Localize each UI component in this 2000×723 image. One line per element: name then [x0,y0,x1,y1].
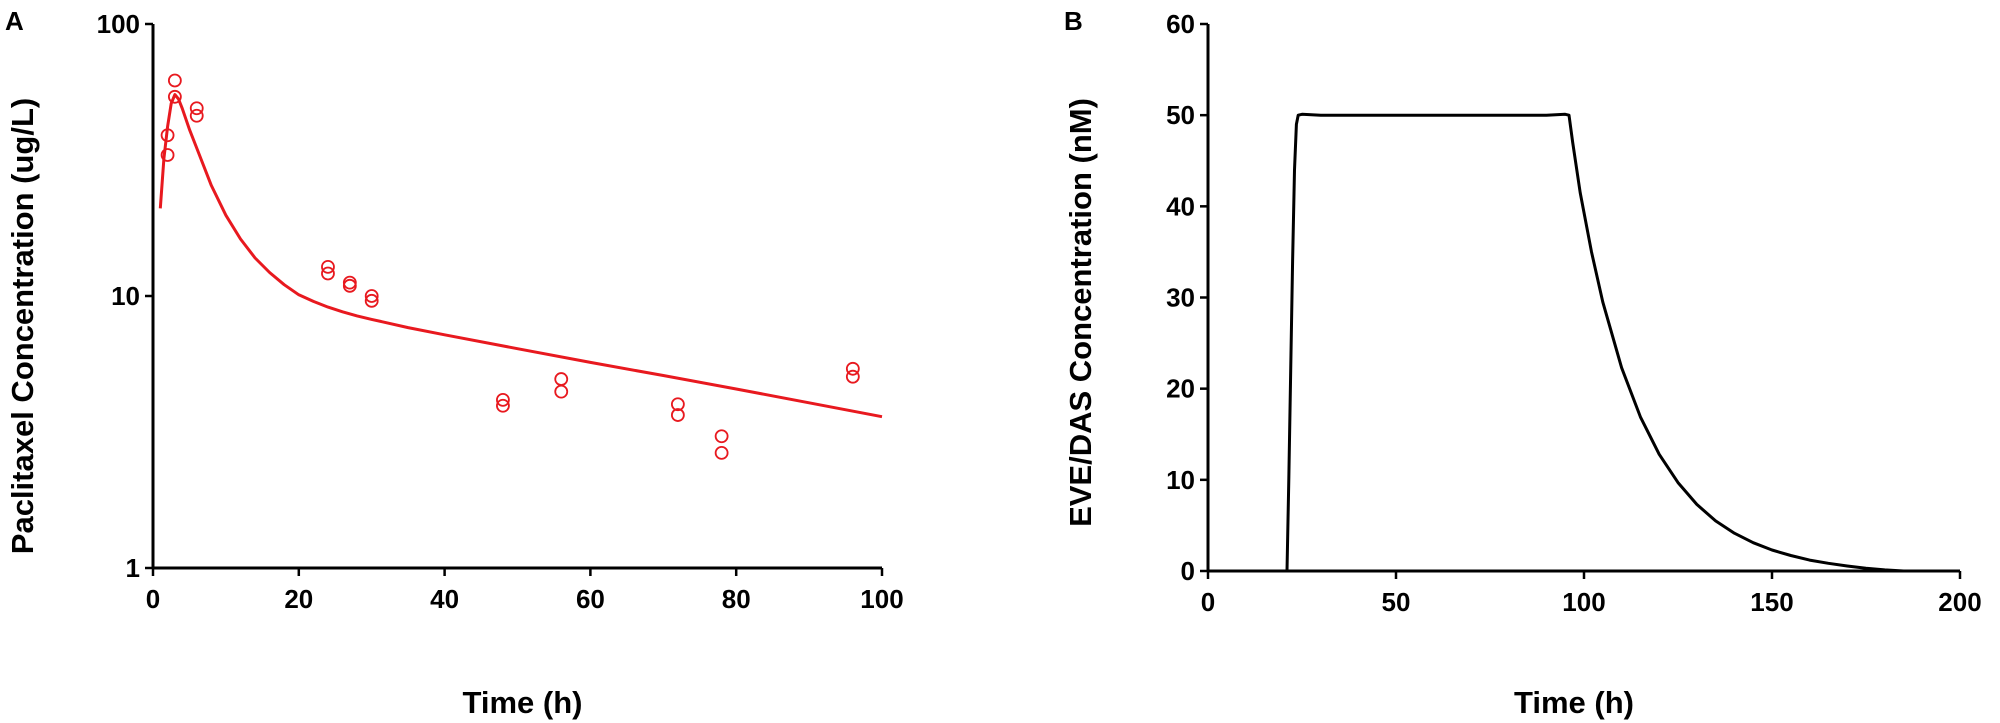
observed-point [160,148,175,162]
observed-point [845,369,860,384]
observed-point [167,73,182,88]
y-tick-label: 30 [1166,283,1195,313]
y-tick-label: 60 [1166,9,1195,39]
x-tick-label: 100 [1562,587,1605,617]
concentration-line [1285,112,1904,573]
y-axis-title: Paclitaxel Concentration (ug/L) [5,98,40,554]
observed-point [321,259,335,274]
x-tick-label: 60 [576,584,605,614]
x-axis-title: Time (h) [1514,685,1634,720]
observed-point [189,108,204,123]
observed-point [342,278,357,293]
observed-point [554,372,569,386]
observed-point [714,445,729,460]
observed-point [670,397,685,412]
x-tick-label: 150 [1750,587,1793,617]
x-tick-label: 100 [860,584,903,614]
y-axis-title: EVE/DAS Concentration (nM) [1063,98,1098,527]
y-tick-label: 0 [1181,556,1195,586]
x-tick-label: 0 [146,584,160,614]
x-tick-label: 200 [1938,587,1981,617]
panel-b-chart: 0 50 100 150 200 0 10 20 30 40 50 60 Time (h) EVE/DAS… [1063,9,1982,720]
observed-point [364,289,379,303]
y-tick-label: 50 [1166,100,1195,130]
observed-point [364,293,379,308]
y-tick-label: 20 [1166,374,1195,404]
observed-point [321,266,335,281]
fitted-curve [158,93,883,419]
x-tick-label: 80 [722,584,751,614]
observed-point [845,361,860,376]
y-tick-label: 100 [97,9,140,39]
x-axis-title: Time (h) [463,685,583,720]
panel-a-letter: A [5,6,24,36]
observed-point [160,128,175,143]
observed-point [670,408,685,422]
x-tick-label: 50 [1382,587,1411,617]
y-tick-label: 1 [126,553,140,583]
observed-point [496,392,510,407]
x-tick-label: 40 [430,584,459,614]
y-tick-label: 10 [111,281,140,311]
observed-point [554,384,569,399]
x-tick-label: 20 [284,584,313,614]
panel-a-chart: 0 20 40 60 80 100 1 10 100 Time (h) Paclitaxel Con… [5,9,904,720]
observed-point [189,101,204,116]
observed-point [714,429,729,444]
observed-point [167,89,182,104]
observed-point [496,398,510,413]
y-tick-label: 40 [1166,191,1195,221]
panel-b-letter: B [1064,6,1083,36]
x-tick-label: 0 [1201,587,1215,617]
y-tick-label: 10 [1166,465,1195,495]
